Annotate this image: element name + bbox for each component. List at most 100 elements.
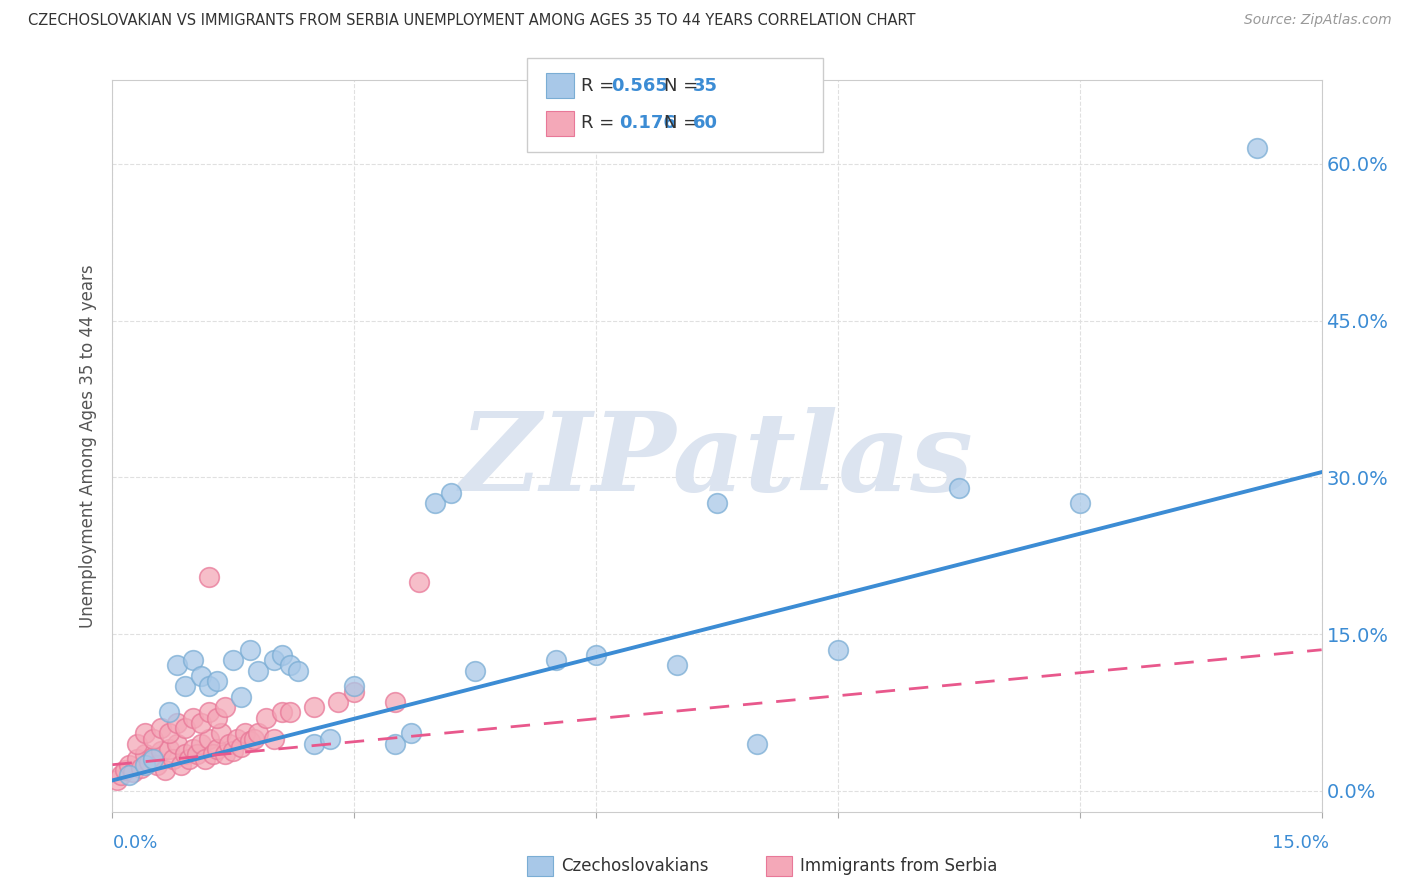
Point	[162, 752, 184, 766]
Point	[222, 653, 245, 667]
Point	[242, 731, 264, 746]
Point	[270, 706, 292, 720]
Point	[174, 721, 197, 735]
Point	[181, 742, 204, 756]
Text: ZIPatlas: ZIPatlas	[460, 407, 974, 515]
Point	[246, 664, 269, 678]
Text: R =: R =	[581, 114, 626, 132]
Point	[198, 731, 221, 746]
Point	[423, 496, 446, 510]
Point	[202, 747, 225, 762]
Point	[222, 744, 245, 758]
Point	[302, 700, 325, 714]
Text: 0.0%: 0.0%	[112, 834, 157, 852]
Point	[166, 658, 188, 673]
Point	[207, 742, 229, 756]
Point	[440, 486, 463, 500]
Point	[138, 755, 160, 769]
Point	[149, 721, 172, 735]
Point	[214, 700, 236, 714]
Point	[174, 679, 197, 693]
Text: 60: 60	[693, 114, 718, 132]
Point	[198, 706, 221, 720]
Text: N =: N =	[664, 114, 703, 132]
Text: 35: 35	[693, 77, 718, 95]
Point	[231, 690, 253, 704]
Point	[408, 574, 430, 589]
Point	[270, 648, 292, 662]
Point	[198, 679, 221, 693]
Text: Czechoslovakians: Czechoslovakians	[561, 857, 709, 875]
Point	[105, 773, 128, 788]
Point	[153, 763, 176, 777]
Point	[125, 737, 148, 751]
Point	[235, 726, 257, 740]
Point	[174, 747, 197, 762]
Point	[319, 731, 342, 746]
Point	[343, 679, 366, 693]
Point	[194, 752, 217, 766]
Text: R =: R =	[581, 77, 620, 95]
Point	[343, 684, 366, 698]
Point	[207, 711, 229, 725]
Point	[1246, 141, 1268, 155]
Point	[134, 747, 156, 762]
Point	[827, 642, 849, 657]
Point	[464, 664, 486, 678]
Point	[384, 695, 406, 709]
Point	[544, 653, 567, 667]
Point	[238, 733, 260, 747]
Point	[125, 752, 148, 766]
Point	[263, 653, 285, 667]
Point	[254, 711, 277, 725]
Point	[665, 658, 688, 673]
Point	[181, 653, 204, 667]
Text: Immigrants from Serbia: Immigrants from Serbia	[800, 857, 997, 875]
Point	[157, 726, 180, 740]
Point	[263, 731, 285, 746]
Point	[226, 731, 249, 746]
Point	[146, 757, 169, 772]
Point	[129, 761, 152, 775]
Text: 15.0%: 15.0%	[1271, 834, 1329, 852]
Point	[207, 674, 229, 689]
Point	[278, 658, 301, 673]
Point	[238, 642, 260, 657]
Point	[114, 763, 136, 777]
Text: N =: N =	[664, 77, 703, 95]
Point	[1069, 496, 1091, 510]
Point	[287, 664, 309, 678]
Point	[214, 747, 236, 762]
Point	[142, 731, 165, 746]
Point	[157, 742, 180, 756]
Text: Source: ZipAtlas.com: Source: ZipAtlas.com	[1244, 13, 1392, 28]
Point	[198, 569, 221, 583]
Point	[142, 752, 165, 766]
Point	[186, 747, 208, 762]
Text: 0.176: 0.176	[619, 114, 675, 132]
Point	[747, 737, 769, 751]
Point	[190, 715, 212, 730]
Point	[302, 737, 325, 751]
Point	[134, 726, 156, 740]
Text: 0.565: 0.565	[612, 77, 668, 95]
Point	[177, 752, 200, 766]
Point	[170, 757, 193, 772]
Point	[384, 737, 406, 751]
Point	[209, 726, 232, 740]
Point	[278, 706, 301, 720]
Point	[142, 750, 165, 764]
Point	[399, 726, 422, 740]
Point	[117, 768, 139, 782]
Point	[166, 715, 188, 730]
Point	[948, 481, 970, 495]
Point	[166, 737, 188, 751]
Point	[218, 737, 240, 751]
Point	[181, 711, 204, 725]
Point	[246, 726, 269, 740]
Point	[706, 496, 728, 510]
Text: CZECHOSLOVAKIAN VS IMMIGRANTS FROM SERBIA UNEMPLOYMENT AMONG AGES 35 TO 44 YEARS: CZECHOSLOVAKIAN VS IMMIGRANTS FROM SERBI…	[28, 13, 915, 29]
Point	[149, 744, 172, 758]
Point	[110, 768, 132, 782]
Y-axis label: Unemployment Among Ages 35 to 44 years: Unemployment Among Ages 35 to 44 years	[79, 264, 97, 628]
